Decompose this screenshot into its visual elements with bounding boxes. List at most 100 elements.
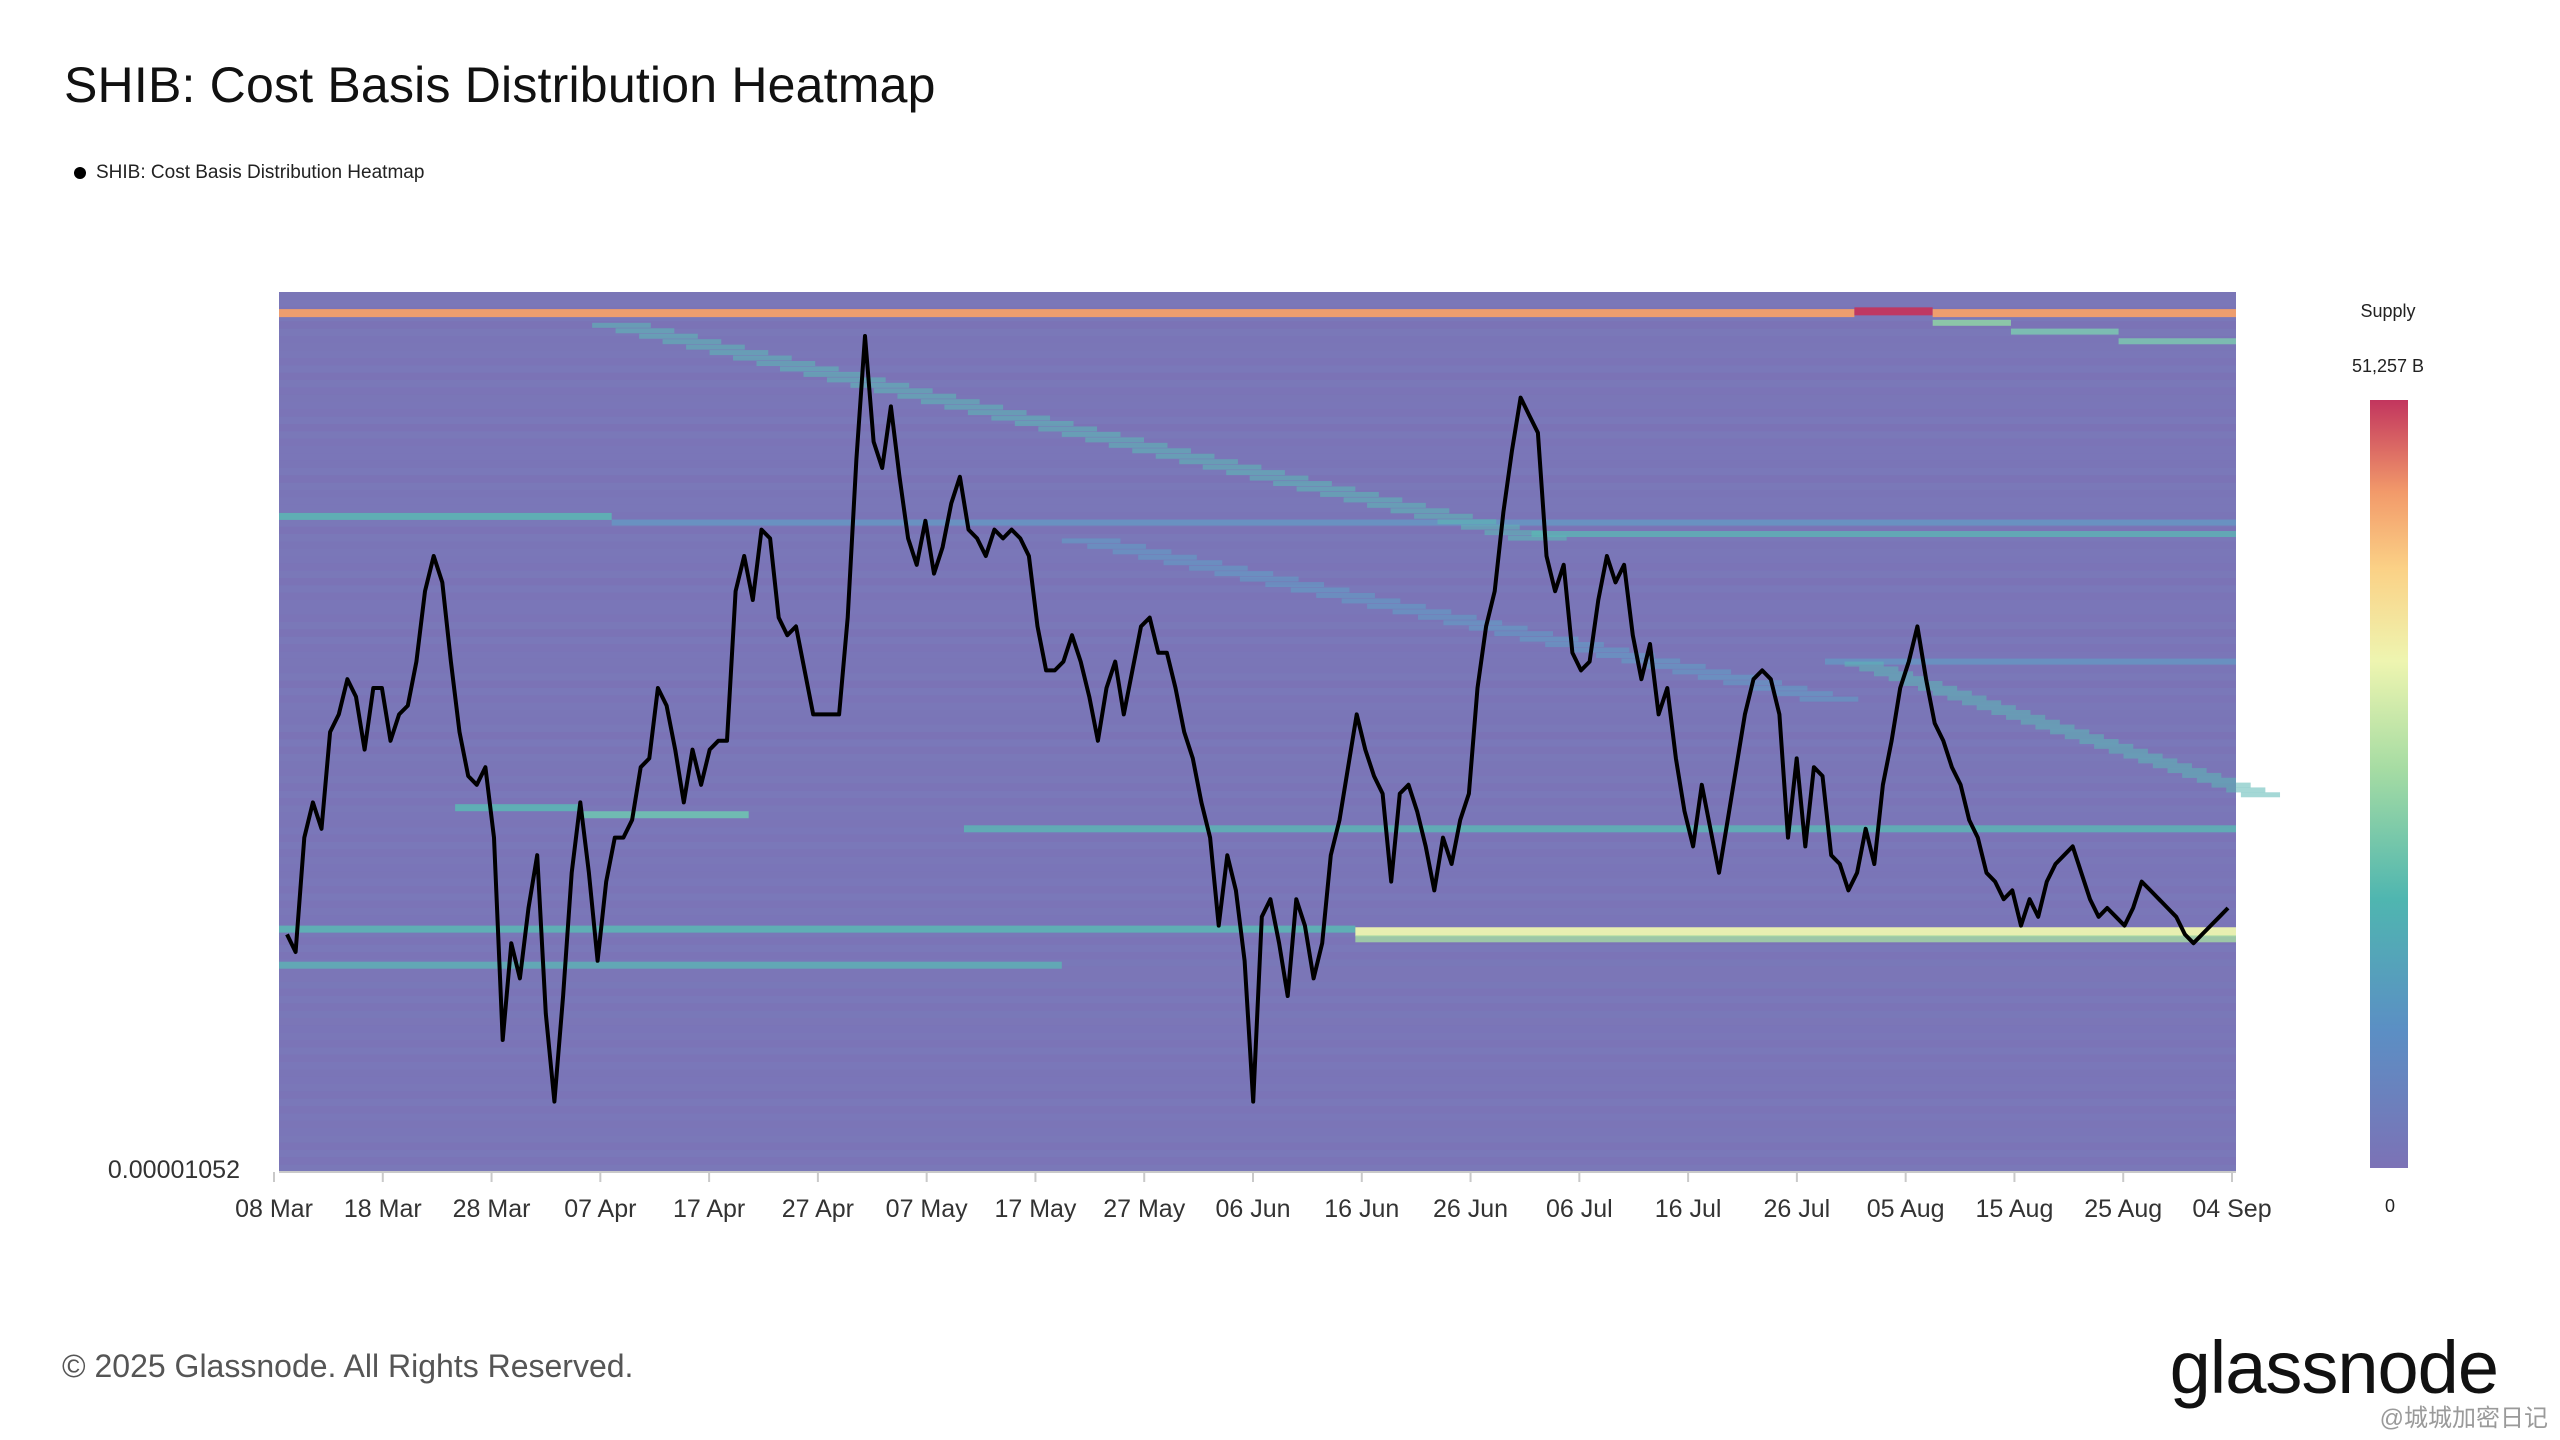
heatmap-cell-row [279, 783, 2236, 791]
heatmap-step [686, 344, 745, 350]
heatmap-step [1596, 652, 1655, 658]
heatmap-step [1437, 519, 1497, 525]
heatmap-cell-row [279, 1098, 2236, 1106]
x-tick-label: 07 May [886, 1195, 968, 1223]
legend[interactable]: SHIB: Cost Basis Distribution Heatmap [74, 162, 424, 184]
heatmap-step [615, 328, 675, 334]
heatmap-cell-row [279, 856, 2236, 864]
x-tick-label: 27 May [1103, 1195, 1185, 1223]
heatmap-step [1494, 631, 1554, 637]
heatmap-step [1461, 524, 1520, 530]
heatmap-cell-row [279, 592, 2236, 600]
heatmap-step [592, 322, 651, 328]
heatmap-step [1014, 421, 1074, 427]
heatmap-step [1341, 598, 1401, 604]
heatmap-cell-row [279, 541, 2236, 549]
heatmap-step [1061, 538, 1121, 544]
heatmap-cell-row [279, 651, 2236, 659]
heatmap-step [1468, 625, 1528, 631]
heatmap-cell-row [279, 365, 2236, 373]
heatmap-area [279, 292, 2281, 1172]
heatmap-cell-row [279, 944, 2236, 952]
heatmap-cell-row [279, 937, 2236, 945]
heatmap-step [2226, 787, 2266, 793]
heatmap-cell-row [279, 790, 2236, 798]
heatmap-cell-row [279, 1084, 2236, 1092]
glassnode-logo[interactable]: glassnode [2169, 1326, 2499, 1409]
heatmap-step [1570, 647, 1630, 653]
heatmap-step [1108, 442, 1168, 448]
heatmap-step [1545, 642, 1604, 648]
heatmap-cell-row [279, 959, 2236, 967]
heatmap-step [1672, 669, 1732, 675]
heatmap-step [1367, 502, 1426, 508]
heatmap-cell-row [279, 746, 2236, 754]
heatmap-cell-row [279, 673, 2236, 681]
heatmap-step [1390, 508, 1450, 514]
heatmap-cell-row [279, 490, 2236, 498]
heatmap-cell-row [279, 1054, 2236, 1062]
heatmap-step [1976, 705, 2016, 711]
heatmap-step [991, 415, 1051, 421]
heatmap-step [1947, 695, 1987, 701]
heatmap-step [2006, 714, 2046, 720]
heatmap-step [2079, 739, 2119, 745]
y-axis-min-label: 0.00001052 [108, 1156, 240, 1184]
heatmap-cell-row [279, 614, 2236, 622]
heatmap-cell-row [279, 548, 2236, 556]
heatmap-step [1163, 560, 1223, 566]
heatmap-step [1697, 674, 1757, 680]
copyright-text: © 2025 Glassnode. All Rights Reserved. [62, 1348, 634, 1384]
x-tick-label: 06 Jul [1546, 1195, 1613, 1223]
heatmap-cell-row [279, 1062, 2236, 1070]
heatmap-band [1932, 309, 2236, 318]
heatmap-cell-row [279, 878, 2236, 886]
heatmap-band [1854, 307, 1933, 316]
heatmap-step [1367, 603, 1426, 609]
heatmap-cell-row [279, 688, 2236, 696]
x-tick-label: 07 Apr [564, 1195, 636, 1223]
x-tick-label: 06 Jun [1215, 1195, 1290, 1223]
x-tick-label: 25 Aug [2084, 1195, 2162, 1223]
heatmap-step [967, 410, 1027, 416]
heatmap-step [1417, 614, 1477, 620]
heatmap-step [1226, 470, 1285, 476]
heatmap-step [2050, 729, 2090, 735]
heatmap-cell-row [279, 453, 2236, 461]
x-tick-label: 15 Aug [1976, 1195, 2054, 1223]
heatmap-cell-row [279, 820, 2236, 828]
heatmap-step [2196, 777, 2236, 783]
heatmap-cell-row [279, 1150, 2236, 1158]
heatmap-step [1112, 549, 1172, 555]
heatmap-step [1316, 592, 1375, 598]
heatmap-step [2123, 753, 2163, 759]
heatmap-cell-row [279, 1157, 2236, 1165]
heatmap-step [944, 404, 1004, 410]
heatmap-band [279, 961, 1062, 969]
heatmap-step [1214, 571, 1274, 577]
heatmap-band [2118, 338, 2236, 345]
heatmap-cell-row [279, 1128, 2236, 1136]
legend-label: SHIB: Cost Basis Distribution Heatmap [96, 162, 425, 183]
price-line [285, 334, 2230, 1104]
x-tick-label: 18 Mar [344, 1195, 422, 1223]
colorbar-gradient [2370, 400, 2408, 1168]
heatmap-step [897, 393, 957, 399]
heatmap-step [1414, 513, 1473, 519]
heatmap-cell-row [279, 680, 2236, 688]
heatmap-cell-row [279, 336, 2236, 344]
heatmap-cell-row [279, 1091, 2236, 1099]
heatmap-cell-row [279, 563, 2236, 571]
heatmap-step [709, 350, 769, 356]
heatmap-cell-row [279, 1113, 2236, 1121]
heatmap-band [611, 519, 2237, 526]
heatmap-cell-row [279, 1164, 2236, 1172]
heatmap-step [2240, 792, 2281, 798]
heatmap-step [1290, 587, 1350, 593]
heatmap-cell-row [279, 1106, 2236, 1114]
heatmap-cell-row [279, 416, 2236, 424]
x-tick-label: 26 Jun [1433, 1195, 1508, 1223]
heatmap-step [1932, 690, 1972, 696]
heatmap-cell-row [279, 886, 2236, 894]
